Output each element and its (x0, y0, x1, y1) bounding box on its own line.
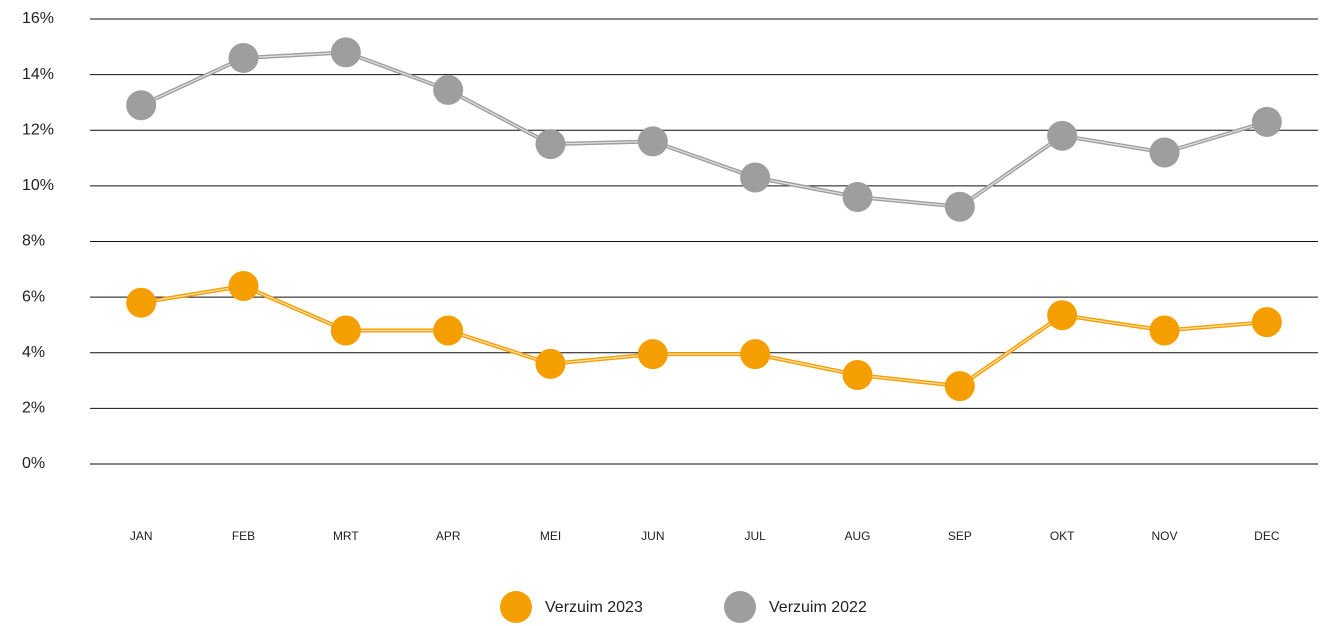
point (842, 360, 873, 390)
point (1149, 137, 1180, 168)
x-tick-label: MRT (333, 529, 359, 543)
series-line-highlight (141, 285, 1267, 387)
point (228, 42, 259, 73)
x-tick-label: APR (436, 529, 461, 543)
point (433, 315, 464, 346)
y-tick-label: 16% (22, 10, 54, 27)
point (944, 191, 975, 222)
point (535, 348, 566, 379)
y-tick-label: 8% (22, 233, 45, 250)
point (330, 37, 361, 68)
point (330, 315, 361, 346)
point (535, 129, 566, 160)
point (433, 74, 464, 105)
x-tick-label: MEI (540, 529, 561, 543)
point (637, 126, 668, 157)
legend-label: Verzuim 2022 (769, 599, 867, 616)
series-line-highlight (140, 51, 1268, 208)
legend-marker (724, 591, 756, 623)
x-tick-label: OKT (1050, 529, 1075, 543)
point (637, 339, 668, 370)
x-tick-label: SEP (948, 529, 972, 543)
y-tick-label: 4% (22, 344, 45, 361)
legend-label: Verzuim 2023 (545, 599, 643, 616)
x-tick-label: NOV (1151, 529, 1177, 543)
point (1047, 300, 1078, 331)
point (944, 371, 975, 402)
legend-marker (500, 591, 532, 623)
point (1149, 315, 1180, 346)
x-tick-label: JAN (130, 529, 153, 543)
x-tick-label: FEB (232, 529, 255, 543)
series-line (140, 50, 1268, 209)
y-tick-label: 10% (22, 177, 54, 194)
x-tick-label: JUL (744, 529, 766, 543)
y-tick-label: 12% (22, 121, 54, 138)
y-tick-label: 2% (22, 400, 45, 417)
point (740, 339, 771, 370)
x-tick-label: DEC (1254, 529, 1280, 543)
point (1047, 120, 1078, 151)
point (740, 162, 771, 193)
y-tick-label: 0% (22, 455, 45, 472)
x-tick-label: JUN (641, 529, 664, 543)
point (1251, 106, 1282, 137)
y-tick-label: 14% (22, 66, 54, 83)
point (842, 182, 873, 212)
series-line (140, 283, 1267, 389)
point (228, 271, 259, 301)
point (1251, 307, 1282, 338)
y-tick-label: 6% (22, 288, 45, 305)
point (126, 287, 157, 318)
point (126, 90, 157, 121)
x-tick-label: AUG (844, 529, 870, 543)
